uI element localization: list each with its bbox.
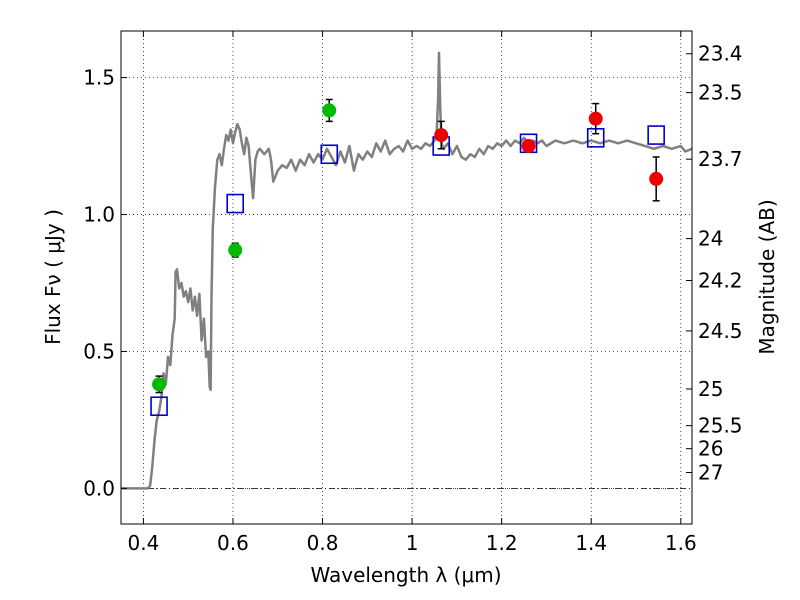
- magnitude-tick-label: 25: [698, 377, 723, 401]
- model-photometry-box: [150, 396, 168, 417]
- y-tick-label: 1.0: [83, 203, 115, 227]
- magnitude-tick-label: 26: [698, 437, 723, 461]
- y-tick-label: 1.5: [83, 66, 115, 90]
- magnitude-tick-label: 24.5: [698, 319, 743, 343]
- model-photometry-box: [320, 144, 339, 165]
- right-axis-title: Magnitude (AB): [755, 199, 779, 354]
- x-tick-label: 0.8: [307, 531, 339, 555]
- red-data-point: [521, 139, 536, 154]
- model-spectrum-layer: [121, 51, 693, 490]
- y-axis-title: Flux Fν ( μJy ): [41, 209, 65, 345]
- magnitude-tick-label: 24: [698, 227, 723, 251]
- green-data-point: [152, 377, 167, 392]
- green-data-point: [228, 243, 243, 258]
- model-photometry-box: [226, 193, 244, 214]
- model-spectrum-line: [121, 51, 693, 490]
- y-tick-label: 0.5: [83, 339, 115, 363]
- red-data-point: [588, 111, 603, 126]
- model-photometry-box: [647, 125, 665, 145]
- magnitude-tick-label: 27: [698, 461, 723, 485]
- x-tick-label: 0.4: [127, 531, 159, 555]
- x-axis-title: Wavelength λ (μm): [310, 563, 501, 587]
- green-data-point: [322, 103, 337, 118]
- magnitude-tick-label: 24.2: [698, 269, 743, 293]
- x-tick-label: 1.4: [575, 531, 607, 555]
- y-tick-label: 0.0: [83, 476, 115, 500]
- x-tick-label: 1.6: [665, 531, 697, 555]
- photometry-point-layer: [152, 98, 664, 394]
- magnitude-tick-label: 23.5: [698, 81, 743, 105]
- red-data-point: [434, 128, 449, 143]
- x-tick-label: 1.2: [486, 531, 518, 555]
- plot-frame: [120, 30, 693, 525]
- magnitude-tick-label: 25.5: [698, 414, 743, 438]
- tick-layer: 0.4 0.6 0.8 1 1.2 1.4 1.6 0.0 0.5 1.0 1.5 23.4 23.5 2…: [83, 31, 743, 555]
- red-data-point: [649, 171, 664, 186]
- x-tick-label: 1: [406, 531, 419, 555]
- magnitude-tick-label: 23.7: [698, 147, 743, 171]
- x-tick-label: 0.6: [217, 531, 249, 555]
- magnitude-tick-label: 23.4: [698, 42, 743, 66]
